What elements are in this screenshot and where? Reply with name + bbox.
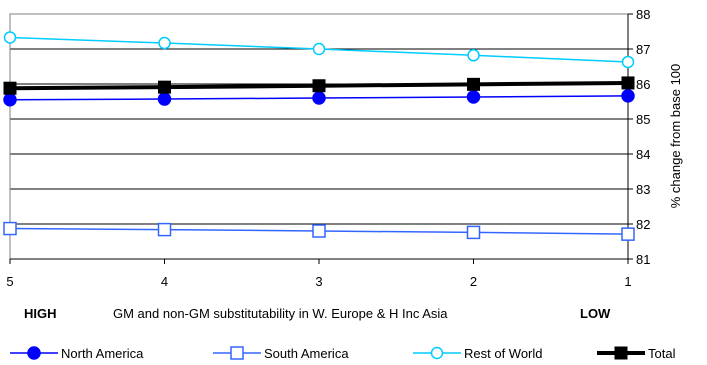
y-tick-label-82: 82 (636, 217, 650, 232)
x-tick-label-4: 4 (161, 274, 168, 289)
point-total-4 (158, 80, 171, 94)
point-rest-of-world-4 (158, 36, 171, 50)
x-axis-label-low: LOW (580, 306, 611, 321)
x-axis: 5 4 3 2 1 (6, 258, 632, 289)
legend-label-rest-of-world: Rest of World (464, 346, 543, 361)
x-tick-label-2: 2 (470, 274, 477, 289)
point-south-america-3 (312, 224, 326, 238)
legend-label-total: Total (648, 346, 676, 361)
legend-marker-total (614, 346, 628, 360)
legend-marker-north-america (27, 346, 41, 360)
point-total-1 (621, 76, 635, 90)
point-south-america-5 (3, 221, 17, 236)
point-north-america-2 (466, 90, 481, 104)
x-tick-label-3: 3 (315, 274, 322, 289)
point-total-2 (467, 77, 480, 91)
legend-label-south-america: South America (264, 346, 349, 361)
y-tick-label-81: 81 (636, 252, 650, 267)
point-north-america-3 (312, 91, 326, 105)
x-tick-label-1: 1 (624, 274, 631, 289)
y-tick-label-87: 87 (636, 42, 650, 57)
legend-marker-rest-of-world (430, 346, 444, 360)
point-north-america-5 (3, 93, 17, 107)
point-south-america-2 (466, 225, 481, 240)
y-tick-label-88: 88 (636, 7, 650, 22)
point-south-america-1 (621, 227, 635, 241)
legend: North America South America Rest of World T… (10, 346, 676, 361)
gridlines (10, 48, 628, 225)
y-tick-label-83: 83 (636, 182, 650, 197)
y-axis: 81 82 83 84 85 86 87 88 (627, 7, 650, 267)
point-south-america-4 (157, 222, 172, 237)
point-rest-of-world-5 (3, 31, 17, 44)
series-layer (3, 31, 635, 241)
point-rest-of-world-1 (621, 55, 635, 69)
point-total-5 (3, 81, 17, 95)
legend-marker-south-america (230, 346, 244, 360)
point-rest-of-world-3 (312, 42, 326, 56)
x-tick-label-5: 5 (6, 274, 13, 289)
x-axis-label-high: HIGH (24, 306, 57, 321)
point-north-america-1 (621, 89, 635, 103)
y-tick-label-86: 86 (636, 77, 650, 92)
x-axis-title: GM and non-GM substitutability in W. Eur… (113, 306, 448, 321)
point-total-3 (312, 79, 326, 93)
y-axis-title: % change from base 100 (668, 64, 683, 209)
legend-label-north-america: North America (61, 346, 144, 361)
point-north-america-4 (157, 92, 172, 106)
point-rest-of-world-2 (467, 49, 480, 62)
y-tick-label-84: 84 (636, 147, 650, 162)
y-tick-label-85: 85 (636, 112, 650, 127)
